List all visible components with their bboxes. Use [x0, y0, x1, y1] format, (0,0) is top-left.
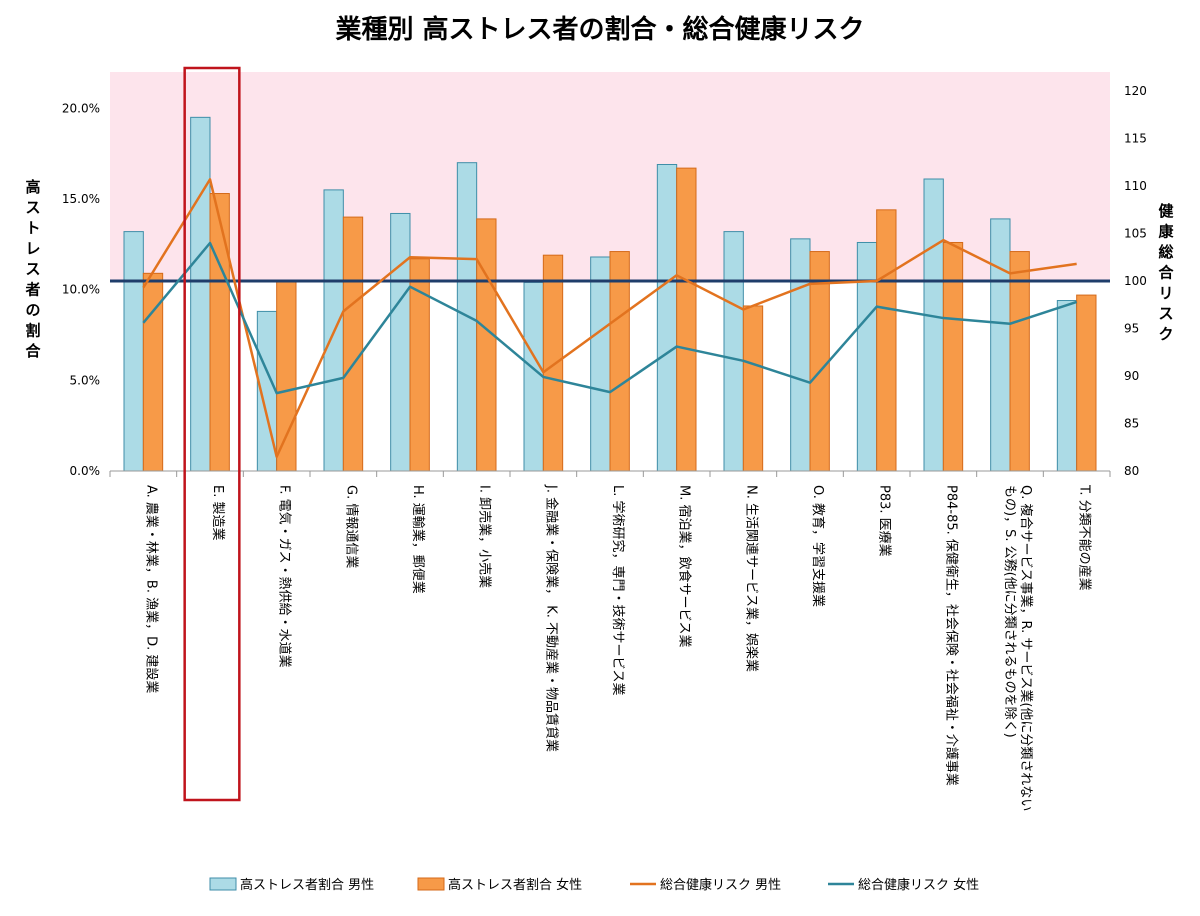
category-label: G. 情報通信業 — [343, 485, 359, 568]
legend-label: 総合健康リスク 女性 — [858, 877, 979, 893]
bar — [542, 254, 564, 472]
right-title-char: 康 — [1158, 223, 1174, 241]
category-label: M. 宿泊業，飲食サービス業 — [677, 485, 693, 647]
y-axis-left-title: 高ストレス者の割合 — [24, 178, 41, 360]
right-tick-label: 100 — [1124, 274, 1147, 288]
category-label: O. 教育，学習支援業 — [810, 485, 826, 607]
bar — [790, 238, 811, 472]
left-title-char: の — [25, 301, 40, 319]
bar — [390, 212, 411, 472]
category-label: Q. 複合サービス事業，R. サービス業(他に分類されない — [1018, 485, 1034, 811]
bar — [723, 231, 744, 472]
left-tick-label: 0.0% — [70, 464, 101, 478]
category-label: H. 運輸業，郵便業 — [410, 485, 426, 594]
legend-swatch — [417, 877, 445, 891]
right-tick-label: 105 — [1124, 227, 1147, 241]
right-title-char: 総 — [1158, 243, 1173, 261]
bar — [990, 218, 1011, 472]
series-line — [142, 178, 1077, 458]
right-title-char: 健 — [1158, 202, 1173, 220]
left-title-char: ト — [25, 219, 40, 237]
legend: 高ストレス者割合 男性 高ストレス者割合 女性 総合健康リスク 男性 総合健康リスク … — [209, 877, 979, 893]
bar — [1009, 251, 1030, 472]
right-title-char: リ — [1158, 284, 1173, 302]
left-tick-label: 20.0% — [62, 101, 100, 115]
legend-label: 高ストレス者割合 女性 — [448, 877, 582, 893]
bar — [856, 241, 878, 472]
left-title-char: ス — [25, 260, 40, 278]
category-label: P84-85. 保健衛生，社会保険・社会福祉・介護事業 — [943, 485, 959, 786]
left-title-char: 高 — [25, 178, 40, 196]
left-tick-label: 5.0% — [70, 373, 101, 387]
category-label: F. 電気・ガス・熱供給・水道業 — [277, 485, 293, 668]
chart-title: 業種別 高ストレス者の割合・総合健康リスク — [335, 14, 864, 45]
legend-label: 高ストレス者割合 男性 — [240, 877, 374, 893]
right-tick-label: 85 — [1124, 417, 1139, 431]
right-title-char: 合 — [1157, 264, 1174, 282]
bar — [609, 251, 630, 472]
highlight-box — [183, 66, 241, 802]
category-label: L. 学術研究，専門・技術サービス業 — [610, 485, 626, 696]
category-label: T. 分類不能の産業 — [1077, 484, 1093, 591]
category-label: P83. 医療業 — [877, 485, 893, 557]
left-title-char: 合 — [24, 342, 41, 360]
right-tick-label: 110 — [1124, 179, 1147, 193]
bar — [942, 241, 964, 472]
left-title-char: 割 — [25, 322, 40, 340]
bar — [190, 116, 211, 472]
left-title-char: 者 — [25, 281, 40, 299]
axes-layer: 0.0% 5.0% 10.0% 15.0% 20.0% 80 85 90 95 100 105 110… — [62, 84, 1147, 478]
category-label: N. 生活関連サービス業，娯楽業 — [743, 485, 759, 672]
highlight-layer — [183, 66, 241, 802]
left-title-char: レ — [25, 240, 40, 258]
category-label: I. 卸売業，小売業 — [477, 485, 493, 588]
bar — [342, 216, 364, 472]
right-tick-label: 120 — [1124, 84, 1147, 98]
left-tick-label: 15.0% — [62, 192, 100, 206]
category-label: J. 金融業・保険業， K. 不動産業・物品賃貸業 — [543, 484, 559, 752]
bar — [676, 167, 697, 472]
series-line — [142, 241, 1078, 395]
bar — [276, 280, 297, 472]
category-label: A. 農業・林業，B. 漁業，D. 建設業 — [143, 485, 159, 693]
bar — [742, 305, 764, 472]
right-tick-label: 80 — [1124, 464, 1139, 478]
right-tick-label: 95 — [1124, 322, 1139, 336]
lines-layer — [142, 178, 1078, 458]
bar — [209, 193, 230, 472]
right-title-char: ク — [1158, 325, 1173, 343]
legend-label: 総合健康リスク 男性 — [660, 877, 781, 893]
right-tick-label: 90 — [1124, 369, 1139, 383]
bar — [656, 163, 678, 472]
bar — [523, 281, 544, 472]
bar — [1076, 294, 1097, 472]
category-label: E. 製造業 — [210, 485, 226, 540]
legend-swatch — [209, 877, 237, 891]
bar — [923, 178, 944, 472]
bar — [123, 231, 144, 472]
bar — [876, 209, 897, 472]
category-label: もの)，S. 公務(他に分類されるものを除く) — [1002, 485, 1017, 738]
right-tick-label: 115 — [1124, 132, 1147, 146]
left-tick-label: 10.0% — [62, 283, 100, 297]
bar — [476, 218, 497, 472]
bar — [590, 256, 611, 472]
bars-layer — [123, 116, 1097, 472]
right-title-char: ス — [1158, 305, 1173, 323]
category-labels: A. 農業・林業，B. 漁業，D. 建設業 E. 製造業 F. 電気・ガス・熱供給・… — [143, 484, 1092, 811]
left-title-char: ス — [25, 199, 40, 217]
bar — [1056, 300, 1078, 472]
